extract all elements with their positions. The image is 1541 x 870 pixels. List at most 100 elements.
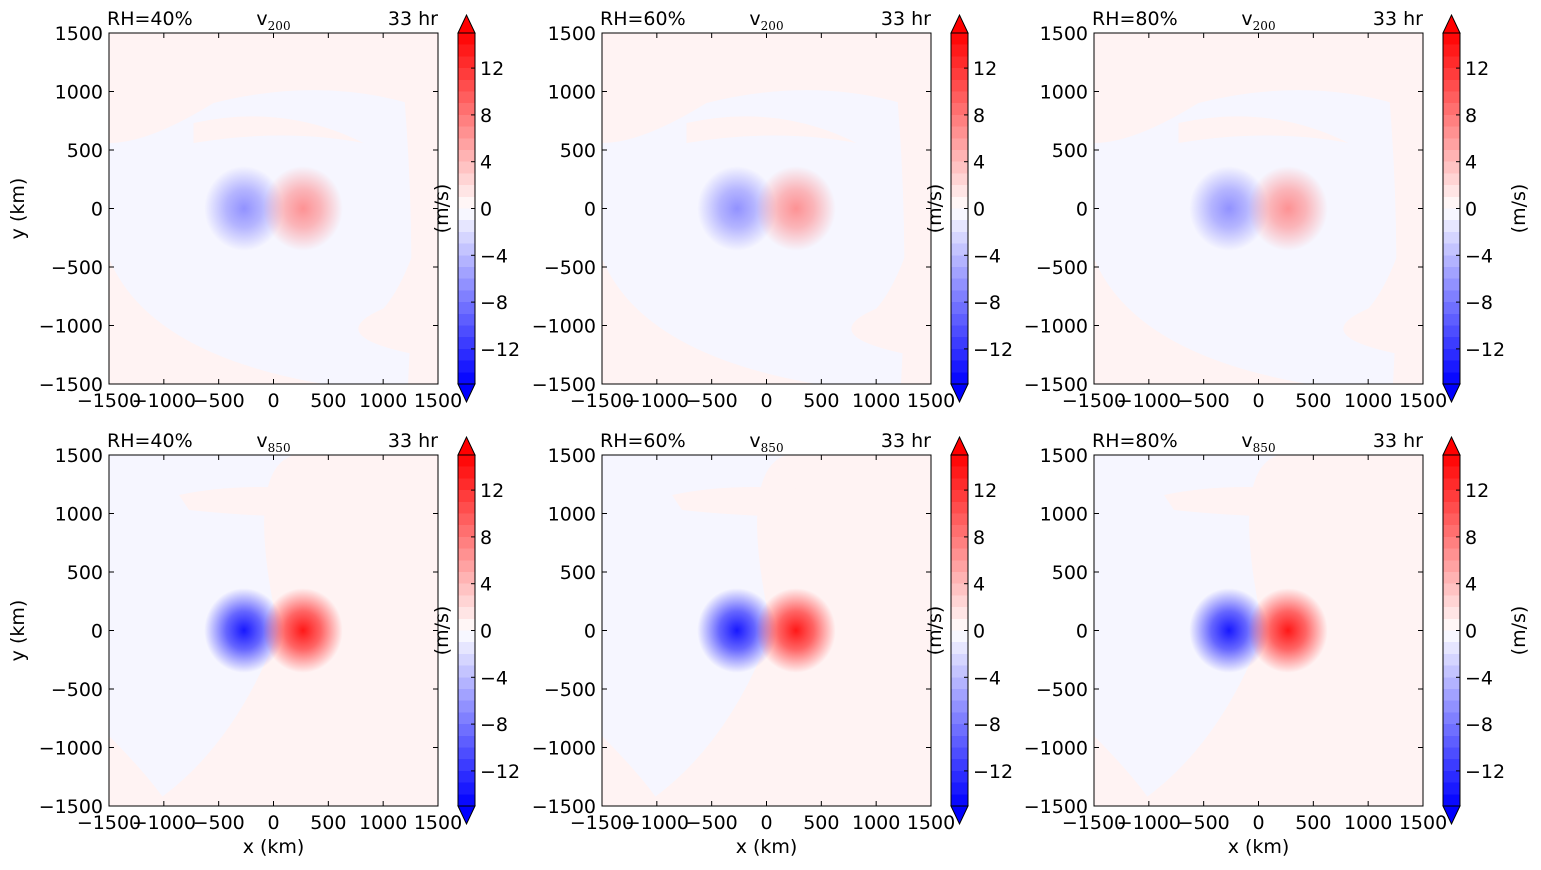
x-tick-label: 1500 xyxy=(1399,390,1447,412)
panel-top-right: −1500−1500−1000−1000−500−500005005001000… xyxy=(1024,8,1530,412)
colorbar-tick-label: 8 xyxy=(1465,105,1477,127)
x-tick-label: −500 xyxy=(686,812,738,834)
colorbar-tick-label: 0 xyxy=(480,621,492,643)
y-tick-label: 1000 xyxy=(55,82,103,104)
variable-title: v850 xyxy=(1241,430,1275,455)
x-tick-label: 0 xyxy=(267,390,279,412)
x-tick-label: 1000 xyxy=(359,390,407,412)
time-label: 33 hr xyxy=(881,8,931,30)
y-tick-label: 500 xyxy=(1052,140,1088,162)
x-tick-label: −1000 xyxy=(132,390,196,412)
colorbar-tick-label: 0 xyxy=(480,199,492,221)
x-tick-label: 0 xyxy=(760,812,772,834)
x-axis-label: x (km) xyxy=(1228,836,1290,858)
colorbar-tick-label: 0 xyxy=(1465,621,1477,643)
y-tick-label: −500 xyxy=(1036,679,1088,701)
y-tick-label: 0 xyxy=(584,621,596,643)
x-tick-label: −1000 xyxy=(625,390,689,412)
colorbar-tick-label: 8 xyxy=(480,527,492,549)
negative-lobe xyxy=(697,588,777,673)
x-tick-label: −1500 xyxy=(77,390,141,412)
colorbar-tick-label: −12 xyxy=(1465,339,1505,361)
y-tick-label: 500 xyxy=(67,140,103,162)
time-label: 33 hr xyxy=(881,430,931,452)
x-tick-label: −500 xyxy=(1178,390,1230,412)
positive-lobe xyxy=(1248,588,1328,673)
positive-lobe xyxy=(756,588,836,673)
x-tick-label: 1000 xyxy=(1344,390,1392,412)
time-label: 33 hr xyxy=(388,430,438,452)
colorbar-tick-label: −8 xyxy=(973,292,1001,314)
x-tick-label: 1000 xyxy=(359,812,407,834)
y-tick-label: −1000 xyxy=(1024,316,1088,338)
colorbar-extend-low xyxy=(1442,805,1461,826)
negative-lobe xyxy=(1189,588,1269,673)
colorbar-extend-low xyxy=(950,383,969,404)
colorbar-label: (m/s) xyxy=(1508,606,1530,656)
x-tick-label: 500 xyxy=(310,812,346,834)
x-tick-label: 1500 xyxy=(1399,812,1447,834)
variable-title: v850 xyxy=(256,430,290,455)
y-axis-label: y (km) xyxy=(7,178,29,240)
x-tick-label: 1500 xyxy=(414,390,462,412)
y-tick-label: −1000 xyxy=(532,316,596,338)
rh-label: RH=40% xyxy=(107,430,193,452)
panel-bottom-middle: −1500−1500−1000−1000−500−500005005001000… xyxy=(532,430,1013,858)
y-tick-label: −500 xyxy=(544,679,596,701)
colorbar-extend-high xyxy=(457,435,476,456)
positive-lobe xyxy=(263,588,343,673)
x-tick-label: −1000 xyxy=(132,812,196,834)
rh-label: RH=60% xyxy=(600,430,686,452)
positive-lobe xyxy=(756,166,836,251)
y-tick-label: 500 xyxy=(560,562,596,584)
colorbar-tick-label: 12 xyxy=(480,480,504,502)
variable-title: v200 xyxy=(256,8,290,33)
y-tick-label: −1000 xyxy=(39,738,103,760)
rh-label: RH=80% xyxy=(1092,8,1178,30)
rh-label: RH=80% xyxy=(1092,430,1178,452)
y-tick-label: 500 xyxy=(560,140,596,162)
y-tick-label: 1500 xyxy=(1040,23,1088,45)
colorbar-tick-label: −8 xyxy=(480,292,508,314)
colorbar-tick-label: −12 xyxy=(480,339,520,361)
heatmap-field xyxy=(602,33,931,384)
x-tick-label: 1500 xyxy=(414,812,462,834)
x-axis-label: x (km) xyxy=(243,836,305,858)
colorbar-tick-label: 0 xyxy=(973,621,985,643)
x-tick-label: 1000 xyxy=(1344,812,1392,834)
y-tick-label: 0 xyxy=(1076,199,1088,221)
colorbar-extend-high xyxy=(950,13,969,34)
y-tick-label: 1500 xyxy=(548,445,596,467)
y-tick-label: 1500 xyxy=(548,23,596,45)
x-tick-label: −1500 xyxy=(570,812,634,834)
colorbar-tick-label: 8 xyxy=(1465,527,1477,549)
x-tick-label: −1500 xyxy=(1062,812,1126,834)
y-tick-label: 0 xyxy=(584,199,596,221)
x-tick-label: 0 xyxy=(1252,812,1264,834)
heatmap-field xyxy=(602,455,931,806)
x-tick-label: −1500 xyxy=(1062,390,1126,412)
colorbar-label: (m/s) xyxy=(431,184,453,234)
colorbar-label: (m/s) xyxy=(924,184,946,234)
colorbar-extend-low xyxy=(950,805,969,826)
time-label: 33 hr xyxy=(1373,8,1423,30)
y-tick-label: 500 xyxy=(67,562,103,584)
time-label: 33 hr xyxy=(388,8,438,30)
colorbar: −12 −8 −4 0 4 8 12 (m/s) xyxy=(1442,435,1530,826)
variable-title: v200 xyxy=(749,8,783,33)
x-tick-label: 500 xyxy=(1295,390,1331,412)
y-tick-label: −1500 xyxy=(39,374,103,396)
colorbar-extend-high xyxy=(457,13,476,34)
y-tick-label: 500 xyxy=(1052,562,1088,584)
colorbar-label: (m/s) xyxy=(924,606,946,656)
y-tick-label: −500 xyxy=(544,257,596,279)
y-tick-label: −1500 xyxy=(532,796,596,818)
panel-top-middle: −1500−1500−1000−1000−500−500005005001000… xyxy=(532,8,1013,412)
x-axis-label: x (km) xyxy=(736,836,798,858)
y-axis-label: y (km) xyxy=(7,600,29,662)
colorbar-tick-label: 0 xyxy=(973,199,985,221)
heatmap-field xyxy=(109,455,438,806)
y-tick-label: 0 xyxy=(1076,621,1088,643)
colorbar-tick-label: 8 xyxy=(973,527,985,549)
y-tick-label: −500 xyxy=(51,257,103,279)
